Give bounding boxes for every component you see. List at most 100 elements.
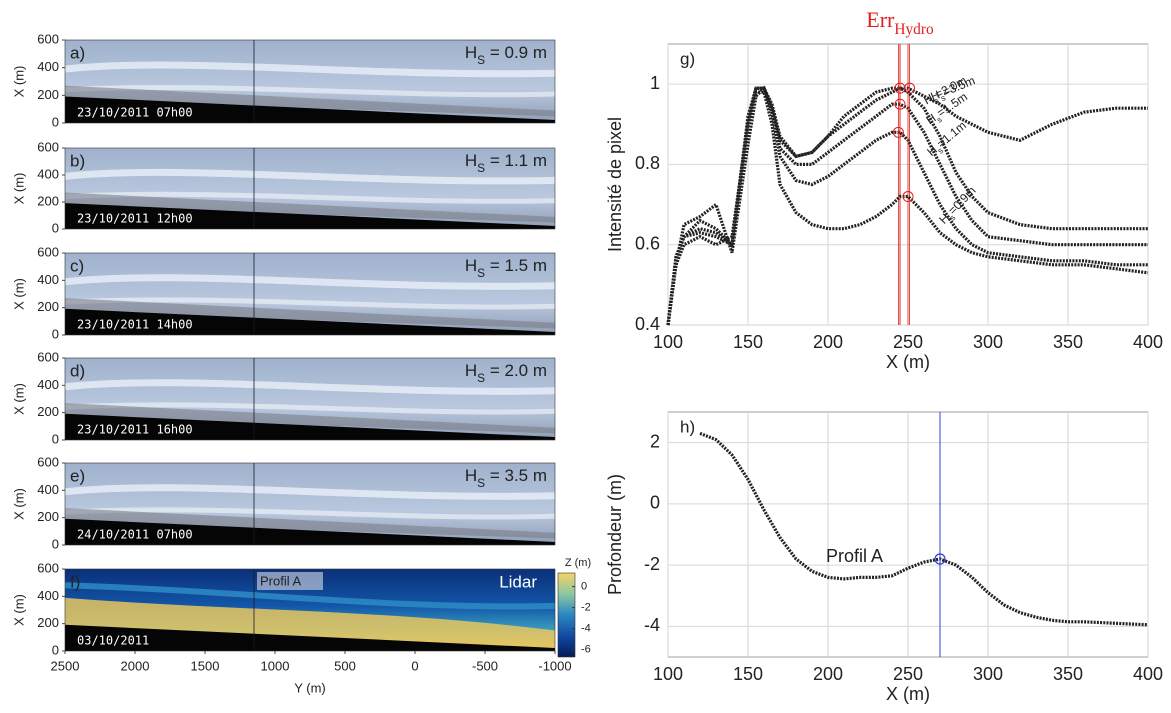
x-tick-label: 300: [973, 664, 1003, 684]
x-axis-label: X (m): [886, 684, 930, 704]
date-label: 24/10/2011 07h00: [77, 528, 193, 542]
colorbar-tick-label: -6: [581, 644, 591, 656]
x-tick-label: 100: [653, 664, 683, 684]
y-tick-label: 600: [37, 454, 59, 469]
y-tick-label: -4: [644, 615, 660, 635]
hs-annotation-part: = 1.5 m: [485, 256, 547, 275]
colorbar-tick-label: -4: [581, 623, 591, 635]
y-axis-label: X (m): [11, 66, 26, 98]
x-axis-label: X (m): [886, 352, 930, 372]
x-tick-label: 150: [733, 664, 763, 684]
surf-band: [64, 191, 556, 204]
beach: [65, 508, 555, 539]
frame: [64, 252, 556, 336]
y-tick-label: 1: [650, 73, 660, 93]
frame: [64, 462, 556, 546]
curve-label-part: s: [935, 114, 944, 125]
peak-marker: [902, 191, 914, 203]
date-label: 23/10/2011 12h00: [77, 212, 193, 226]
land: [65, 308, 555, 335]
hs-annotation-part: = 2.0 m: [485, 361, 547, 380]
lidar-label: Lidar: [499, 572, 537, 591]
date-label: 23/10/2011 07h00: [77, 106, 193, 120]
y-tick-label: 600: [37, 139, 59, 154]
y-tick-label: 200: [37, 509, 59, 524]
hs-annotation: HS = 1.1 m: [465, 151, 547, 175]
x-tick-label: 400: [1133, 664, 1163, 684]
y-tick-label: 600: [37, 560, 59, 575]
land: [65, 518, 555, 545]
hs-annotation-part: = 3.5 m: [485, 466, 547, 485]
colorbar-tick-label: -2: [581, 602, 591, 614]
hs-annotation-part: H: [465, 43, 477, 62]
panel-label: e): [70, 466, 85, 485]
y-axis-label: X (m): [11, 278, 26, 310]
x-tick-label: 250: [893, 332, 923, 352]
x-axis-label: Y (m): [294, 680, 326, 695]
surf-band: [64, 297, 556, 310]
x-tick-label: 150: [733, 332, 763, 352]
y-tick-label: 0.6: [635, 233, 660, 253]
y-tick-label: 0: [52, 642, 59, 657]
surf-band: [64, 402, 556, 415]
land: [65, 624, 555, 651]
hs-annotation-part: S: [477, 476, 485, 490]
panel-label: d): [70, 361, 85, 380]
land: [65, 413, 555, 440]
date-label: 23/10/2011 14h00: [77, 318, 193, 332]
curve-label-part: s: [939, 93, 947, 104]
colorbar-title: Z (m): [565, 557, 591, 569]
y-tick-label: 0: [52, 326, 59, 341]
profile-label: Profil A: [260, 573, 302, 588]
beach: [65, 298, 555, 329]
hs-annotation: HS = 3.5 m: [465, 466, 547, 490]
x-tick-label: -1000: [538, 658, 571, 673]
series-line: [666, 86, 1148, 326]
y-tick-label: 400: [37, 166, 59, 181]
hs-annotation-part: S: [477, 161, 485, 175]
y-tick-label: 200: [37, 615, 59, 630]
hs-annotation-part: H: [465, 466, 477, 485]
colorbar-tick-label: 0: [581, 581, 587, 593]
beach: [65, 403, 555, 434]
x-tick-label: 1500: [191, 658, 220, 673]
frame: [64, 39, 556, 124]
x-tick-label: 250: [893, 664, 923, 684]
peak-marker: [894, 98, 906, 110]
hs-annotation-part: H: [465, 361, 477, 380]
hs-annotation-part: S: [477, 266, 485, 280]
profile-annotation: Profil A: [826, 546, 883, 566]
x-tick-label: 400: [1133, 332, 1163, 352]
surf-band: [64, 168, 556, 185]
x-tick-label: 350: [1053, 664, 1083, 684]
y-tick-label: 0: [52, 431, 59, 446]
y-tick-label: 0: [52, 114, 59, 129]
x-tick-label: 100: [653, 332, 683, 352]
hs-annotation-part: H: [465, 151, 477, 170]
x-tick-label: 500: [334, 658, 356, 673]
y-tick-label: 600: [37, 349, 59, 364]
y-tick-label: 0: [52, 536, 59, 551]
surf-band: [64, 484, 556, 500]
panel-label: c): [70, 256, 84, 275]
colorbar: [557, 572, 576, 658]
y-tick-label: 600: [37, 31, 59, 46]
surf-band: [64, 61, 556, 78]
surf-band: [64, 84, 556, 98]
panel-label: h): [680, 417, 695, 436]
y-axis-label: X (m): [11, 173, 26, 205]
x-tick-label: 200: [813, 332, 843, 352]
hs-annotation-part: = 0.9 m: [485, 43, 547, 62]
beach: [65, 85, 555, 117]
hs-annotation-part: S: [477, 53, 485, 67]
frame: [64, 147, 556, 230]
curve-label-part: s: [947, 213, 957, 223]
series-line: [699, 431, 1149, 627]
profile-marker: [934, 553, 946, 565]
surf-band: [64, 379, 556, 395]
x-tick-label: 0: [411, 658, 418, 673]
hs-annotation-part: = 1.1 m: [485, 151, 547, 170]
panel-label: f): [70, 572, 80, 591]
chart-title-part: Err: [866, 7, 895, 32]
